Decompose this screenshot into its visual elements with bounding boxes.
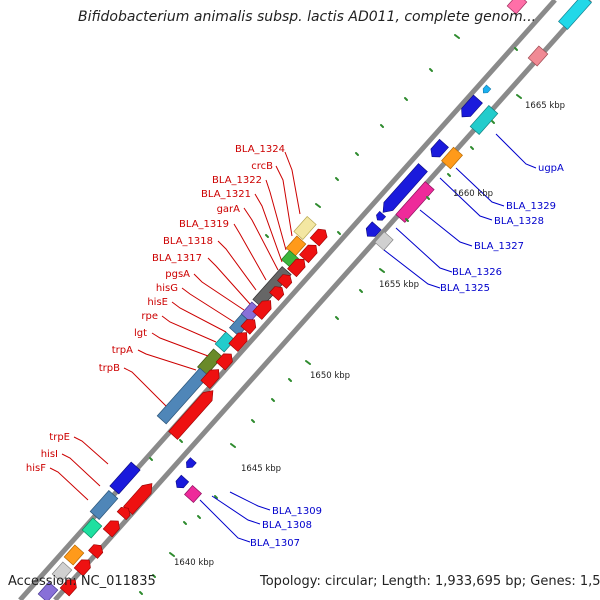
gene-arrow[interactable] (59, 576, 80, 597)
gene-arrow[interactable] (287, 255, 309, 278)
gene-arrow[interactable] (309, 226, 330, 247)
left-label: hisE (147, 297, 168, 308)
scale-label: 1665 kbp (525, 101, 565, 111)
gene-block[interactable] (441, 146, 463, 170)
gene-block[interactable] (89, 490, 119, 520)
gene-arrow[interactable] (269, 284, 287, 301)
accession-text: Accession: NC_011835 (8, 574, 156, 589)
left-label: hisF (26, 463, 46, 474)
gene-block[interactable] (558, 0, 592, 30)
right-label: BLA_1328 (494, 216, 544, 227)
left-label: hisI (41, 449, 58, 460)
gene-arrow[interactable] (168, 387, 218, 440)
left-label: BLA_1322 (212, 175, 262, 186)
gene-block[interactable] (527, 45, 549, 67)
left-label: rpe (141, 311, 158, 322)
left-label: trpE (49, 432, 70, 443)
right-label: ugpA (538, 163, 564, 174)
left-label: trpA (112, 345, 133, 356)
right-label-group: ugpA BLA_1329 BLA_1328 BLA_1327 BLA_1326… (250, 163, 564, 549)
right-label: BLA_1326 (452, 267, 502, 278)
gene-block[interactable] (293, 216, 317, 240)
gene-arrow[interactable] (458, 94, 483, 121)
right-label: BLA_1309 (272, 506, 322, 517)
gene-block[interactable] (156, 367, 210, 425)
left-label: BLA_1321 (201, 189, 251, 200)
gene-arrow[interactable] (363, 221, 382, 240)
scale-label: 1640 kbp (174, 558, 214, 568)
gene-block[interactable] (184, 485, 202, 503)
topology-text: Topology: circular; Length: 1,933,695 bp… (260, 574, 600, 589)
gene-arrow[interactable] (88, 542, 106, 559)
gene-arrow[interactable] (173, 474, 190, 491)
left-label: hisG (156, 283, 178, 294)
gene-arrow[interactable] (240, 316, 259, 335)
right-label: BLA_1329 (506, 201, 556, 212)
gene-arrow[interactable] (215, 350, 236, 371)
gene-arrow[interactable] (277, 272, 295, 289)
right-label: BLA_1325 (440, 283, 490, 294)
gene-arrow[interactable] (374, 210, 387, 222)
gene-block[interactable] (469, 105, 499, 135)
left-label: BLA_1317 (152, 253, 202, 264)
gene-arrow[interactable] (73, 556, 94, 577)
gene-arrow[interactable] (184, 457, 197, 471)
gene-arrow[interactable] (102, 517, 123, 538)
gene-block[interactable] (506, 0, 528, 15)
left-label: BLA_1318 (163, 236, 213, 247)
gene-block[interactable] (63, 544, 85, 566)
left-label: pgsA (165, 269, 190, 280)
gene-arrow[interactable] (428, 138, 449, 160)
left-label-group: BLA_1324 crcB BLA_1322 BLA_1321 garA BLA… (26, 144, 285, 474)
right-label: BLA_1308 (262, 520, 312, 531)
tick-marks (139, 34, 522, 595)
gene-block[interactable] (37, 581, 59, 600)
left-leaders (49, 151, 301, 501)
scale-label: 1645 kbp (241, 464, 281, 474)
scale-label: 1660 kbp (453, 189, 493, 199)
gene-block[interactable] (395, 181, 435, 223)
gene-block[interactable] (51, 561, 73, 583)
right-leaders (199, 133, 537, 543)
gene-arrow[interactable] (123, 480, 157, 515)
left-label: garA (217, 204, 241, 215)
left-label: crcB (251, 161, 273, 172)
gene-block[interactable] (374, 231, 394, 251)
gene-arrow[interactable] (299, 241, 321, 264)
map-title: Bifidobacterium animalis subsp. lactis A… (78, 9, 537, 25)
gene-arrow[interactable] (116, 504, 133, 521)
gene-arrow[interactable] (200, 366, 223, 389)
scale-label: 1650 kbp (310, 371, 350, 381)
scale-label-group: 1640 kbp 1645 kbp 1650 kbp 1655 kbp 1660… (174, 101, 565, 568)
left-label: BLA_1324 (235, 144, 285, 155)
left-label: lgt (134, 328, 147, 339)
right-label: BLA_1307 (250, 538, 300, 549)
right-label: BLA_1327 (474, 241, 524, 252)
gene-block[interactable] (81, 517, 103, 539)
gene-block[interactable] (214, 331, 236, 353)
gene-features (37, 0, 592, 600)
left-label: trpB (99, 363, 120, 374)
gene-arrow[interactable] (228, 329, 251, 352)
gene-arrow[interactable] (379, 163, 428, 217)
left-label: BLA_1319 (179, 219, 229, 230)
gene-arrow[interactable] (252, 297, 275, 320)
scale-label: 1655 kbp (379, 280, 419, 290)
gene-arrow[interactable] (481, 84, 492, 95)
gene-block[interactable] (109, 461, 141, 495)
